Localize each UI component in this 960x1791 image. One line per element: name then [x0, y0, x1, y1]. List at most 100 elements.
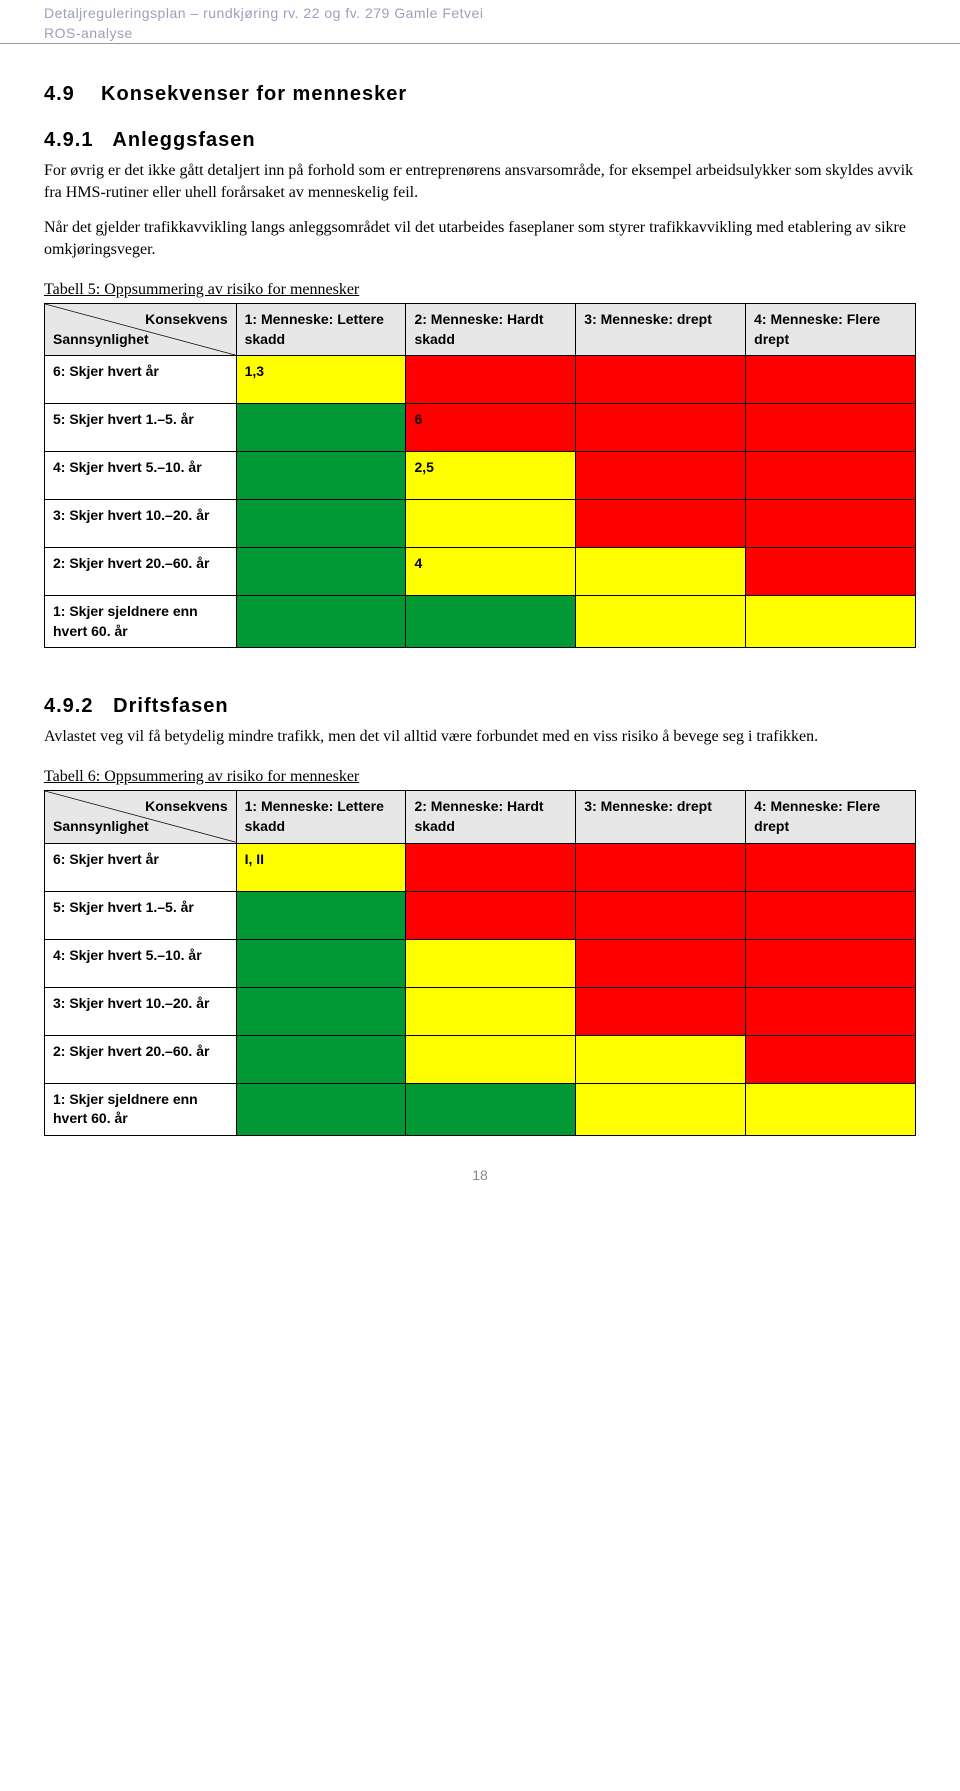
table-row: 2: Skjer hvert 20.–60. år 4 — [45, 548, 916, 596]
column-header: 3: Menneske: drept — [576, 303, 746, 355]
risk-cell — [746, 404, 916, 452]
section-4-9-heading: 4.9 Konsekvenser for mennesker — [44, 80, 916, 108]
column-header: 1: Menneske: Lettere skadd — [236, 791, 406, 843]
table-row: 3: Skjer hvert 10.–20. år — [45, 500, 916, 548]
diag-header-cell: KonsekvensSannsynlighet — [45, 791, 237, 843]
risk-cell — [576, 1083, 746, 1135]
table-5-caption: Tabell 5: Oppsummering av risiko for men… — [44, 279, 916, 301]
risk-cell — [746, 1035, 916, 1083]
subsection-number: 4.9.1 — [44, 129, 93, 151]
table-row: 6: Skjer hvert årI, II — [45, 843, 916, 891]
table-row: 5: Skjer hvert 1.–5. år 6 — [45, 404, 916, 452]
risk-cell — [746, 548, 916, 596]
risk-cell: I, II — [236, 843, 406, 891]
table-row: 4: Skjer hvert 5.–10. år — [45, 939, 916, 987]
row-label: 5: Skjer hvert 1.–5. år — [45, 891, 237, 939]
section-4-9-2-heading: 4.9.2 Driftsfasen — [44, 692, 916, 720]
risk-cell — [746, 452, 916, 500]
table-row: 5: Skjer hvert 1.–5. år — [45, 891, 916, 939]
section-4-9-1-para-2: Når det gjelder trafikkavvikling langs a… — [44, 217, 916, 260]
row-label: 3: Skjer hvert 10.–20. år — [45, 987, 237, 1035]
subsection-title: Anleggsfasen — [112, 129, 255, 151]
risk-cell — [576, 987, 746, 1035]
table-row: 2: Skjer hvert 20.–60. år — [45, 1035, 916, 1083]
section-number: 4.9 — [44, 83, 75, 105]
section-4-9-2-para-1: Avlastet veg vil få betydelig mindre tra… — [44, 726, 916, 748]
risk-cell — [576, 891, 746, 939]
risk-cell — [236, 939, 406, 987]
risk-cell — [406, 939, 576, 987]
subsection-title: Driftsfasen — [113, 695, 228, 717]
risk-cell — [236, 548, 406, 596]
risk-cell: 2,5 — [406, 452, 576, 500]
risk-cell: 1,3 — [236, 356, 406, 404]
column-header: 3: Menneske: drept — [576, 791, 746, 843]
column-header: 2: Menneske: Hardt skadd — [406, 791, 576, 843]
diag-header-cell: KonsekvensSannsynlighet — [45, 303, 237, 355]
diag-bottom-label: Sannsynlighet — [53, 330, 149, 350]
risk-cell: 6 — [406, 404, 576, 452]
risk-table-5: KonsekvensSannsynlighet1: Menneske: Lett… — [44, 303, 916, 648]
risk-cell — [576, 452, 746, 500]
risk-cell — [746, 500, 916, 548]
column-header: 4: Menneske: Flere drept — [746, 303, 916, 355]
risk-cell — [576, 404, 746, 452]
risk-cell — [236, 1035, 406, 1083]
risk-cell — [576, 939, 746, 987]
risk-table-6: KonsekvensSannsynlighet1: Menneske: Lett… — [44, 790, 916, 1135]
row-label: 6: Skjer hvert år — [45, 356, 237, 404]
row-label: 3: Skjer hvert 10.–20. år — [45, 500, 237, 548]
risk-cell — [236, 452, 406, 500]
table-row: 6: Skjer hvert år1,3 — [45, 356, 916, 404]
row-label: 2: Skjer hvert 20.–60. år — [45, 1035, 237, 1083]
row-label: 6: Skjer hvert år — [45, 843, 237, 891]
risk-cell — [406, 891, 576, 939]
risk-cell — [576, 500, 746, 548]
column-header: 2: Menneske: Hardt skadd — [406, 303, 576, 355]
row-label: 1: Skjer sjeldnere enn hvert 60. år — [45, 1083, 237, 1135]
risk-cell — [406, 843, 576, 891]
risk-cell — [236, 891, 406, 939]
risk-cell — [406, 1035, 576, 1083]
risk-cell — [236, 987, 406, 1035]
page-number: 18 — [44, 1166, 916, 1186]
header-line-1: Detaljreguleringsplan – rundkjøring rv. … — [44, 4, 916, 24]
row-label: 4: Skjer hvert 5.–10. år — [45, 452, 237, 500]
page-content: 4.9 Konsekvenser for mennesker 4.9.1 Anl… — [0, 80, 960, 1225]
column-header: 1: Menneske: Lettere skadd — [236, 303, 406, 355]
risk-cell — [746, 891, 916, 939]
row-label: 1: Skjer sjeldnere enn hvert 60. år — [45, 596, 237, 648]
section-title: Konsekvenser for mennesker — [101, 83, 407, 105]
row-label: 5: Skjer hvert 1.–5. år — [45, 404, 237, 452]
column-header: 4: Menneske: Flere drept — [746, 791, 916, 843]
risk-cell — [236, 1083, 406, 1135]
row-label: 2: Skjer hvert 20.–60. år — [45, 548, 237, 596]
risk-cell — [406, 356, 576, 404]
risk-cell — [576, 596, 746, 648]
diag-top-label: Konsekvens — [145, 310, 227, 330]
risk-cell — [236, 404, 406, 452]
risk-cell — [576, 356, 746, 404]
risk-cell — [746, 843, 916, 891]
risk-cell: 4 — [406, 548, 576, 596]
table-6-caption: Tabell 6: Oppsummering av risiko for men… — [44, 766, 916, 788]
table-row: 1: Skjer sjeldnere enn hvert 60. år — [45, 596, 916, 648]
diag-top-label: Konsekvens — [145, 797, 227, 817]
risk-cell — [576, 1035, 746, 1083]
table-row: 3: Skjer hvert 10.–20. år — [45, 987, 916, 1035]
risk-cell — [406, 987, 576, 1035]
risk-cell — [746, 356, 916, 404]
subsection-number: 4.9.2 — [44, 695, 93, 717]
risk-cell — [746, 1083, 916, 1135]
header-line-2: ROS-analyse — [44, 24, 916, 44]
risk-cell — [746, 596, 916, 648]
risk-cell — [236, 596, 406, 648]
table-row: 4: Skjer hvert 5.–10. år 2,5 — [45, 452, 916, 500]
risk-cell — [576, 843, 746, 891]
risk-cell — [746, 939, 916, 987]
section-4-9-1-heading: 4.9.1 Anleggsfasen — [44, 126, 916, 154]
row-label: 4: Skjer hvert 5.–10. år — [45, 939, 237, 987]
section-4-9-1-para-1: For øvrig er det ikke gått detaljert inn… — [44, 160, 916, 203]
table-row: 1: Skjer sjeldnere enn hvert 60. år — [45, 1083, 916, 1135]
risk-cell — [576, 548, 746, 596]
